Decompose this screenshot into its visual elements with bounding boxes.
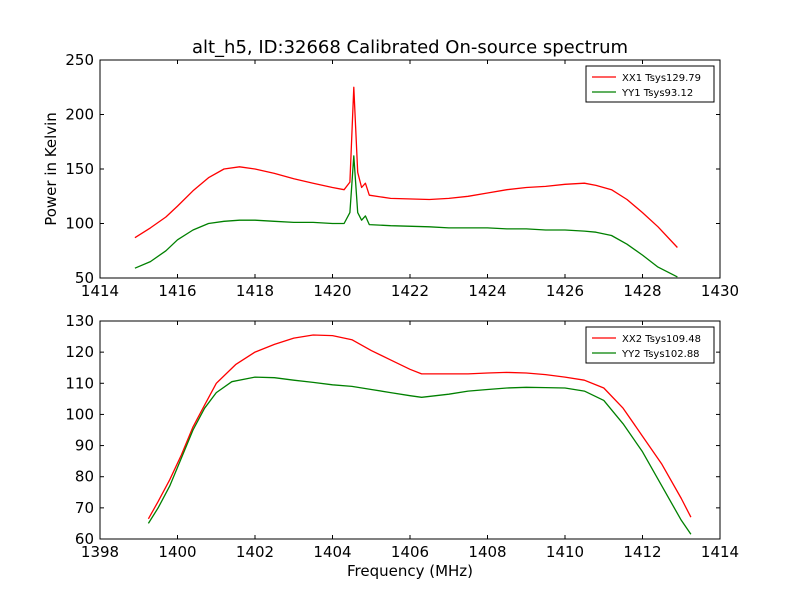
y-tick-label: 110 [65,374,94,392]
legend: XX1 Tsys129.79 YY1 Tsys93.12 [585,65,715,103]
subplot-1: 1414 1416 1418 1420 1422 1424 1426 1428 1430 50 10… [42,51,739,300]
y-tick-label: 80 [75,468,94,486]
x-tick-label: 1408 [468,543,506,561]
y-tick-label: 250 [65,51,94,69]
y-tick-label: 90 [75,437,94,455]
y-axis-title: Power in Kelvin [42,112,60,226]
x-tick-label: 1410 [546,543,584,561]
x-tick-label: 1416 [158,282,196,300]
legend-entry: XX2 Tsys109.48 [622,334,701,345]
y-tick-label: 100 [65,215,94,233]
y-tick-label: 60 [75,530,94,548]
x-tick-label: 1424 [468,282,506,300]
legend: XX2 Tsys109.48 YY2 Tsys102.88 [585,326,715,364]
x-tick-label: 1404 [313,543,351,561]
y-tick-label: 70 [75,499,94,517]
x-tick-label: 1430 [701,282,739,300]
x-tick-label: 1420 [313,282,351,300]
series-line-2-1 [147,334,692,520]
y-tick-label: 130 [65,312,94,330]
figure-title: alt_h5, ID:32668 Calibrated On-source sp… [192,37,628,58]
series-line-2-2 [147,376,692,535]
x-tick-label: 1414 [81,282,119,300]
series-line-1-1 [134,86,678,248]
x-tick-label: 1412 [623,543,661,561]
y-tick-label: 120 [65,343,94,361]
x-tick-label: 1414 [701,543,739,561]
legend-entry: YY1 Tsys93.12 [621,88,693,99]
x-axis-title: Frequency (MHz) [347,562,473,580]
y-tick-label: 100 [65,405,94,423]
x-tick-label: 1428 [623,282,661,300]
x-tick-label: 1398 [81,543,119,561]
plots: 1414 1416 1418 1420 1422 1424 1426 1428 1430 50 10… [42,51,739,580]
x-tick-label: 1400 [158,543,196,561]
x-tick-label: 1406 [391,543,429,561]
y-tick-label: 200 [65,106,94,124]
x-tick-label: 1402 [236,543,274,561]
y-tick-label: 50 [75,269,94,287]
legend-box [585,65,715,103]
y-tick-label: 150 [65,160,94,178]
x-tick-label: 1426 [546,282,584,300]
series-line-1-2 [134,155,678,278]
subplot-2: 1398 1400 1402 1404 1406 1408 1410 1412 1414 60 70… [65,312,739,580]
x-tick-label: 1422 [391,282,429,300]
legend-entry: YY2 Tsys102.88 [621,349,700,360]
x-tick-label: 1418 [236,282,274,300]
legend-box [585,326,715,364]
legend-entry: XX1 Tsys129.79 [622,73,701,84]
